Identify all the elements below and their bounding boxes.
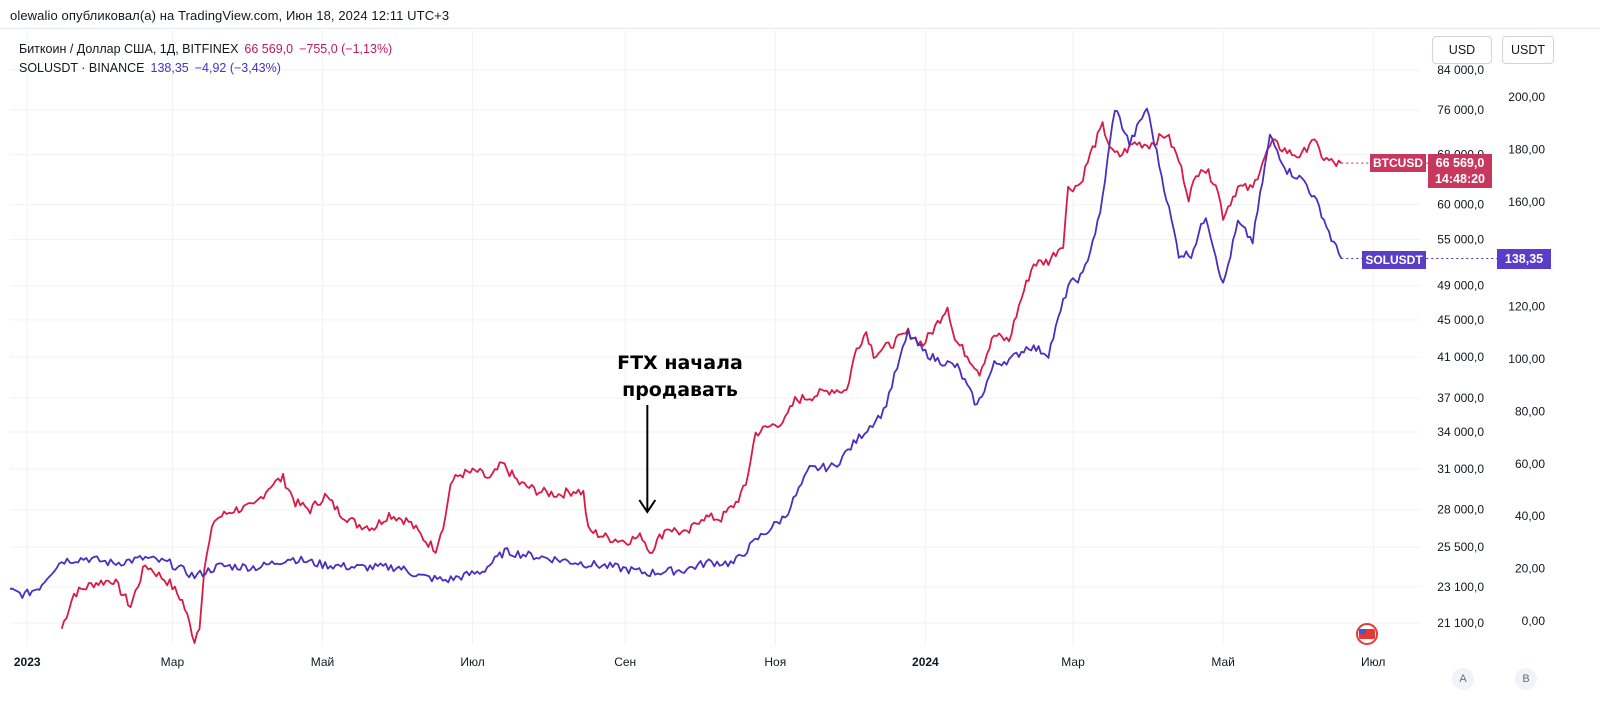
- btc-axis-tick: 31 000,0: [1437, 462, 1484, 476]
- legend-btc-price: 66 569,0: [244, 42, 294, 56]
- usd-currency-button[interactable]: USD: [1432, 36, 1492, 64]
- legend-btc-symbol: Биткоин / Доллар США, 1Д, BITFINEX: [19, 42, 239, 56]
- usdt-currency-button[interactable]: USDT: [1502, 36, 1554, 64]
- btc-line[interactable]: [60, 121, 1342, 644]
- time-axis-tick: 2023: [14, 655, 41, 669]
- ftx-annotation: FTX начала продавать: [600, 350, 760, 404]
- btc-axis-tick: 84 000,0: [1437, 63, 1484, 77]
- btc-axis-tick: 45 000,0: [1437, 313, 1484, 327]
- sol-price-axis: 200,00180,00160,00140,00120,00100,0080,0…: [1508, 90, 1545, 628]
- legend-sol-change: −4,92 (−3,43%): [194, 61, 281, 75]
- chart-grid: [10, 30, 1420, 645]
- ftx-annotation-line2: продавать: [622, 379, 738, 401]
- legend-sol-price: 138,35: [150, 61, 189, 75]
- btc-axis-tick: 23 100,0: [1437, 580, 1484, 594]
- sol-axis-tick: 100,00: [1508, 352, 1545, 366]
- btc-last-price: 66 569,0: [1435, 156, 1485, 170]
- time-axis-tick: Мар: [161, 655, 185, 669]
- btc-series: [60, 121, 1428, 644]
- sol-axis-tick: 20,00: [1515, 562, 1545, 576]
- sol-axis-tick: 200,00: [1508, 90, 1545, 104]
- legend-row-btc[interactable]: Биткоин / Доллар США, 1Д, BITFINEX 66 569…: [19, 40, 392, 59]
- auto-scale-button[interactable]: A: [1452, 668, 1474, 690]
- ftx-arrow-head: [638, 499, 657, 514]
- sol-axis-tick: 40,00: [1515, 509, 1545, 523]
- btc-axis-tick: 21 100,0: [1437, 616, 1484, 630]
- btc-axis-tick: 34 000,0: [1437, 425, 1484, 439]
- sol-line[interactable]: [9, 107, 1343, 599]
- legend-btc-change: −755,0 (−1,13%): [299, 42, 393, 56]
- chart-legend: Биткоин / Доллар США, 1Д, BITFINEX 66 569…: [19, 40, 392, 78]
- time-axis-tick: Мар: [1061, 655, 1085, 669]
- btc-axis-tick: 25 500,0: [1437, 540, 1484, 554]
- sol-axis-tick: 80,00: [1515, 404, 1545, 418]
- btc-axis-tick: 49 000,0: [1437, 279, 1484, 293]
- sol-axis-tick: 120,00: [1508, 300, 1545, 314]
- log-scale-button[interactable]: B: [1515, 668, 1537, 690]
- chart-frame: [0, 28, 1600, 702]
- btc-price-tag: 66 569,0 14:48:20: [1428, 154, 1492, 188]
- btc-series-label: BTCUSD: [1370, 154, 1426, 172]
- sol-axis-tick: 0,00: [1522, 614, 1546, 628]
- sol-axis-tick: 180,00: [1508, 142, 1545, 156]
- legend-row-sol[interactable]: SOLUSDT · BINANCE 138,35 −4,92 (−3,43%): [19, 59, 392, 78]
- sol-price-tag: 138,35: [1497, 249, 1551, 269]
- time-axis-tick: Июл: [460, 655, 484, 669]
- btc-price-axis: 84 000,076 000,068 000,060 000,055 000,0…: [1437, 63, 1484, 630]
- sol-axis-tick: 60,00: [1515, 457, 1545, 471]
- btc-axis-tick: 55 000,0: [1437, 233, 1484, 247]
- sol-axis-tick: 160,00: [1508, 195, 1545, 209]
- btc-axis-tick: 76 000,0: [1437, 103, 1484, 117]
- sol-series-label: SOLUSDT: [1362, 251, 1426, 269]
- us-flag-icon[interactable]: [1356, 623, 1378, 645]
- btc-axis-tick: 41 000,0: [1437, 350, 1484, 364]
- btc-axis-tick: 28 000,0: [1437, 503, 1484, 517]
- time-axis-tick: Май: [1211, 655, 1235, 669]
- ftx-arrow: [638, 405, 657, 514]
- ftx-annotation-line1: FTX начала: [617, 352, 743, 374]
- flag-badge-canton: [1359, 629, 1366, 634]
- published-line: olewalio опубликовал(а) на TradingView.c…: [10, 8, 450, 23]
- btc-axis-tick: 37 000,0: [1437, 391, 1484, 405]
- time-axis-tick: Июл: [1361, 655, 1385, 669]
- btc-countdown: 14:48:20: [1434, 172, 1486, 186]
- time-axis-tick: Май: [311, 655, 335, 669]
- legend-sol-symbol: SOLUSDT · BINANCE: [19, 61, 145, 75]
- time-axis: 2023 Мар Май Июл Сен Ноя 2024 Мар Май Июл: [14, 655, 1386, 669]
- btc-axis-tick: 60 000,0: [1437, 198, 1484, 212]
- time-axis-tick: 2024: [912, 655, 939, 669]
- time-axis-tick: Сен: [614, 655, 636, 669]
- time-axis-tick: Ноя: [764, 655, 786, 669]
